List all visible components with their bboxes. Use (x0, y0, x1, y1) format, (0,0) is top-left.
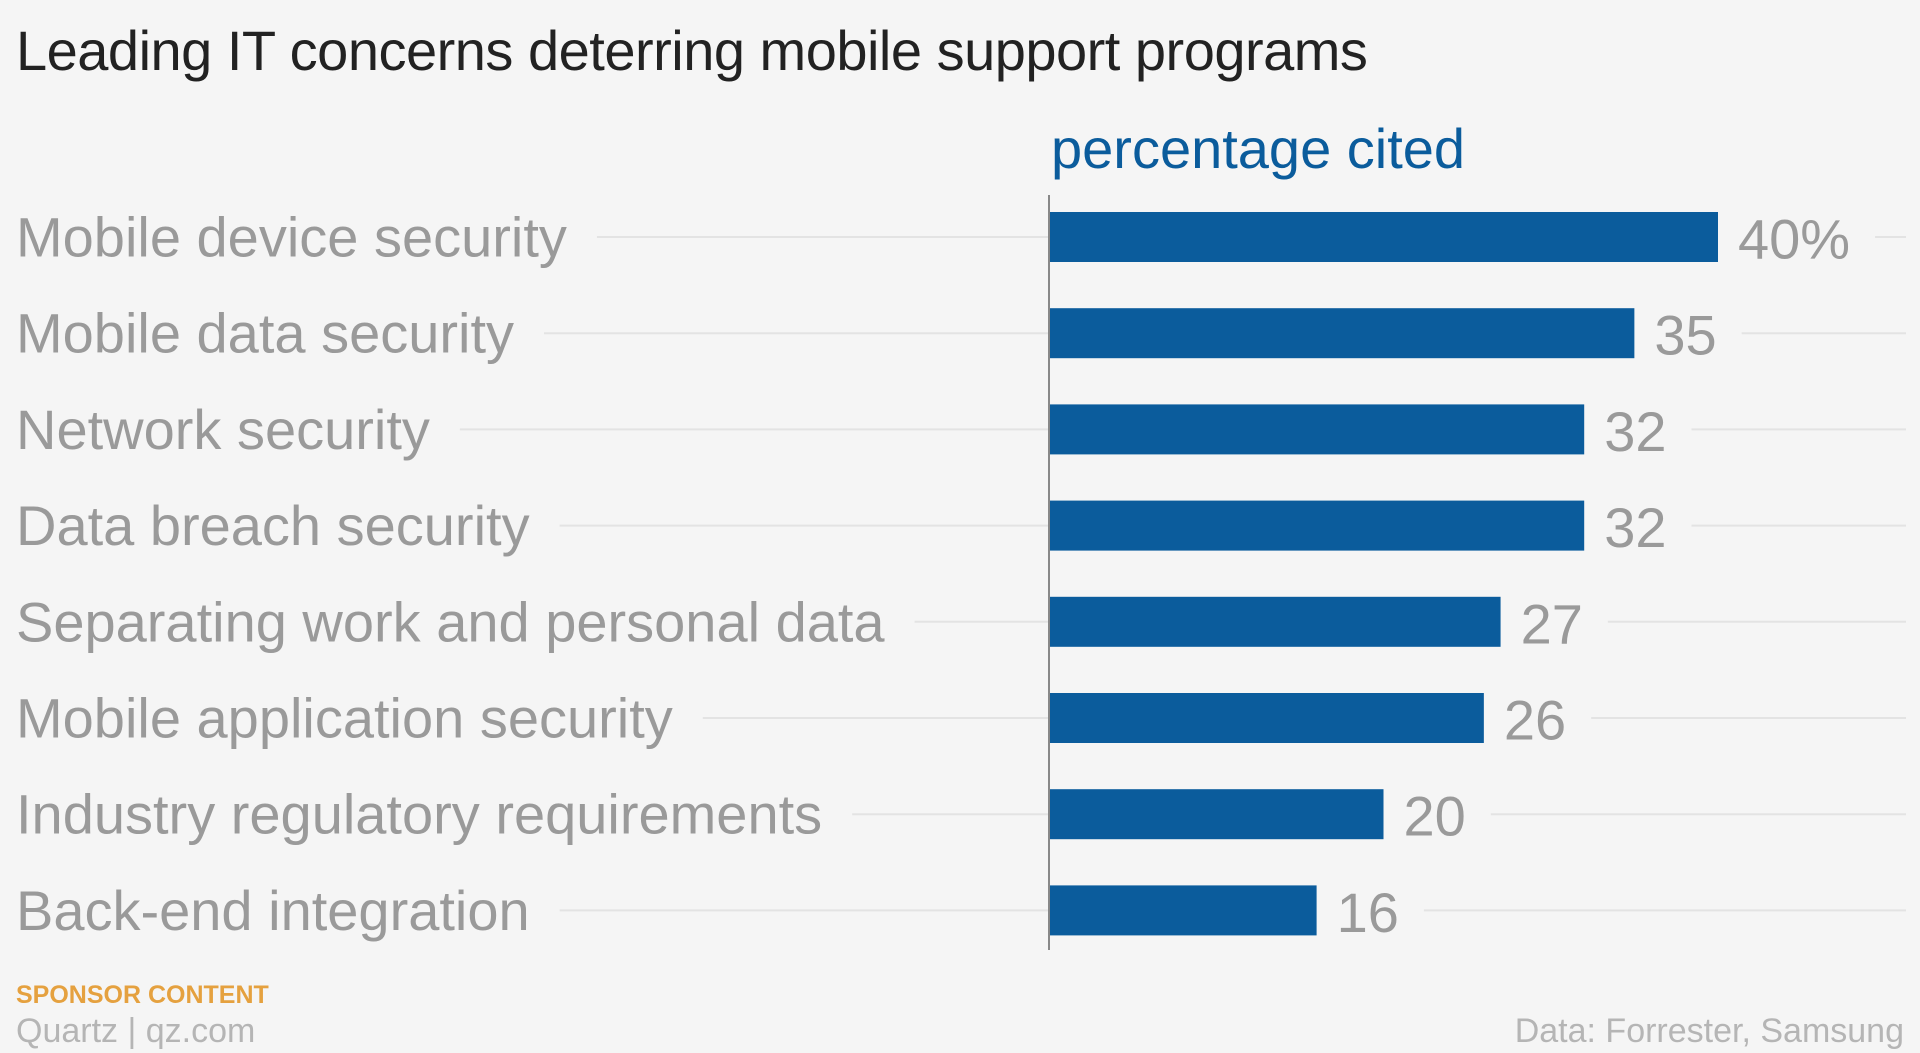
bar (1049, 308, 1635, 359)
category-label: Industry regulatory requirements (16, 783, 822, 846)
source-label: Data: Forrester, Samsung (1514, 1012, 1904, 1050)
bar (1049, 693, 1484, 743)
category-label: Mobile application security (16, 687, 673, 750)
bar (1049, 789, 1384, 840)
category-label: Separating work and personal data (16, 590, 885, 653)
bar (1049, 500, 1585, 551)
sponsor-label: SPONSOR CONTENT (16, 981, 269, 1009)
bar (1049, 596, 1501, 647)
measure-label: percentage cited (1051, 117, 1465, 180)
category-label: Network security (16, 398, 430, 461)
value-label: 26 (1504, 689, 1566, 752)
bar (1049, 404, 1585, 455)
category-label: Mobile device security (16, 206, 567, 269)
category-label: Data breach security (16, 494, 530, 557)
value-label: 32 (1604, 400, 1666, 463)
category-label: Mobile data security (16, 302, 514, 365)
value-label: 27 (1521, 592, 1583, 655)
value-label: 16 (1337, 881, 1399, 944)
category-label: Back-end integration (16, 879, 530, 942)
chart-title: Leading IT concerns deterring mobile sup… (16, 19, 1368, 82)
value-label: 32 (1604, 496, 1666, 559)
bar (1049, 212, 1718, 262)
value-label: 20 (1404, 785, 1466, 848)
value-label: 40% (1738, 208, 1850, 271)
bar (1049, 885, 1317, 936)
brand-label: Quartz | qz.com (16, 1012, 256, 1050)
value-label: 35 (1654, 304, 1716, 367)
